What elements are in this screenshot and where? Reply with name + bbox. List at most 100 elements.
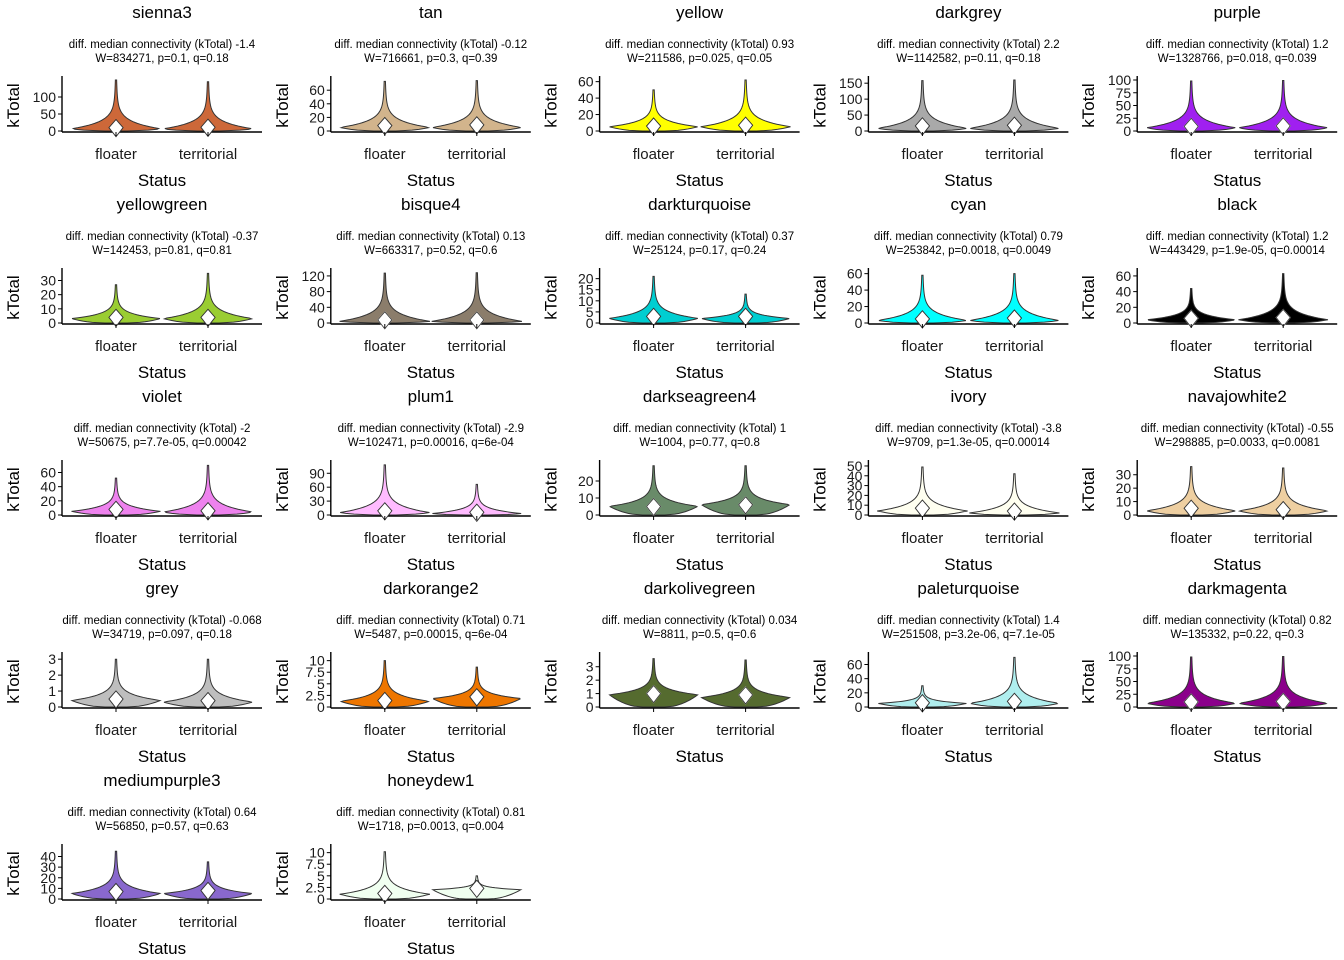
panel-title: darkgrey <box>935 3 1002 22</box>
violin-floater <box>878 80 967 132</box>
y-axis-label: kTotal <box>273 467 292 511</box>
y-tick-label: 5 <box>586 304 594 320</box>
x-axis-label: Status <box>138 363 186 382</box>
y-tick-label: 10 <box>578 293 594 309</box>
y-tick-label: 20 <box>40 287 56 303</box>
violin-territorial <box>970 79 1059 132</box>
violin-floater <box>71 477 161 516</box>
panel-subtitle: diff. median connectivity (kTotal) 0.79 <box>874 231 1063 243</box>
panel-title: yellowgreen <box>117 195 208 214</box>
y-tick-label: 50 <box>40 106 56 122</box>
x-tick-label-floater: floater <box>902 722 944 739</box>
x-axis-label: Status <box>407 171 455 190</box>
panel-title: honeydew1 <box>387 771 474 790</box>
x-tick-label-territorial: territorial <box>1254 530 1312 547</box>
panel-subtitle: W=1004, p=0.77, q=0.8 <box>639 437 760 449</box>
panel-subtitle: W=5487, p=0.00015, q=6e-04 <box>354 629 508 641</box>
y-tick-label: 25 <box>1116 110 1132 126</box>
panel-title: darkturquoise <box>648 195 751 214</box>
x-tick-label-territorial: territorial <box>448 146 506 163</box>
violin-floater <box>71 79 161 132</box>
x-axis-label: Status <box>1213 555 1261 574</box>
x-axis-label: Status <box>1213 747 1261 766</box>
violin-floater <box>340 464 430 516</box>
y-axis-label: kTotal <box>810 467 829 511</box>
x-tick-label-territorial: territorial <box>985 530 1043 547</box>
x-tick-label-floater: floater <box>633 146 675 163</box>
median-marker-outline <box>469 688 485 707</box>
y-axis-label: kTotal <box>810 659 829 703</box>
x-axis-label: Status <box>944 171 992 190</box>
x-axis-label: Status <box>138 747 186 766</box>
panel-subtitle: diff. median connectivity (kTotal) 0.13 <box>336 231 525 243</box>
y-tick-label: 0 <box>48 507 56 523</box>
y-tick-label: 40 <box>40 849 56 865</box>
panel-subtitle: W=9709, p=1.3e-05, q=0.00014 <box>887 437 1050 449</box>
x-tick-label-territorial: territorial <box>179 530 237 547</box>
x-tick-label-floater: floater <box>902 338 944 355</box>
violin-territorial <box>1237 467 1329 516</box>
panel-subtitle: W=50675, p=7.7e-05, q=0.00042 <box>77 437 246 449</box>
panel-title: yellow <box>676 3 724 22</box>
violin-floater <box>70 658 162 708</box>
y-tick-label: 60 <box>578 74 594 90</box>
x-tick-label-floater: floater <box>364 146 406 163</box>
x-tick-label-territorial: territorial <box>448 338 506 355</box>
y-tick-label: 10 <box>309 845 325 861</box>
x-tick-label-territorial: territorial <box>179 914 237 931</box>
x-axis-label: Status <box>1213 171 1261 190</box>
violin-floater <box>878 274 967 324</box>
panel-bisque4: bisque4 diff. median connectivity (kTotal… <box>273 195 531 382</box>
y-tick-label: 60 <box>1116 268 1132 284</box>
x-tick-label-territorial: territorial <box>716 530 774 547</box>
y-tick-label: 120 <box>301 268 325 284</box>
x-tick-label-floater: floater <box>1170 722 1212 739</box>
y-tick-label: 0 <box>317 123 325 139</box>
x-tick-label-territorial: territorial <box>716 722 774 739</box>
y-tick-label: 20 <box>309 109 325 125</box>
y-tick-label: 75 <box>1116 85 1132 101</box>
y-axis-label: kTotal <box>1079 83 1098 127</box>
panel-subtitle: W=1718, p=0.0013, q=0.004 <box>358 821 505 833</box>
y-tick-label: 20 <box>578 271 594 287</box>
y-tick-label: 2.5 <box>305 879 325 895</box>
x-axis-label: Status <box>675 363 723 382</box>
panel-subtitle: W=1142582, p=0.11, q=0.18 <box>896 53 1040 65</box>
y-tick-label: 5 <box>317 676 325 692</box>
x-axis-label: Status <box>138 555 186 574</box>
panel-title: tan <box>419 3 443 22</box>
x-tick-label-floater: floater <box>364 338 406 355</box>
y-axis-label: kTotal <box>4 851 23 895</box>
y-tick-label: 30 <box>1116 467 1132 483</box>
violin-floater <box>339 660 430 708</box>
panel-darkseagreen4: darkseagreen4 diff. median connectivity (… <box>542 387 800 574</box>
panel-subtitle: W=663317, p=0.52, q=0.6 <box>364 245 497 257</box>
median-marker-outline <box>1006 502 1022 521</box>
y-tick-label: 10 <box>309 653 325 669</box>
panel-title: violet <box>142 387 182 406</box>
panel-subtitle: diff. median connectivity (kTotal) 0.81 <box>336 807 525 819</box>
panel-subtitle: W=25124, p=0.17, q=0.24 <box>633 245 767 257</box>
y-tick-label: 0 <box>855 699 863 715</box>
panel-title: darkorange2 <box>383 579 478 598</box>
panel-subtitle: diff. median connectivity (kTotal) -1.4 <box>69 39 256 51</box>
y-tick-label: 150 <box>839 75 863 91</box>
panel-subtitle: W=298885, p=0.0033, q=0.0081 <box>1155 437 1320 449</box>
x-tick-label-floater: floater <box>95 722 137 739</box>
x-tick-label-floater: floater <box>633 338 675 355</box>
panel-plum1: plum1 diff. median connectivity (kTotal) … <box>273 387 531 574</box>
y-axis-label: kTotal <box>810 275 829 319</box>
y-tick-label: 60 <box>309 479 325 495</box>
panel-subtitle: diff. median connectivity (kTotal) -0.06… <box>62 615 261 627</box>
x-tick-label-floater: floater <box>364 722 406 739</box>
y-tick-label: 40 <box>847 468 863 484</box>
panel-subtitle: W=253842, p=0.0018, q=0.0049 <box>886 245 1051 257</box>
y-tick-label: 3 <box>586 659 594 675</box>
x-tick-label-floater: floater <box>633 530 675 547</box>
y-tick-label: 0 <box>317 507 325 523</box>
x-axis-label: Status <box>1213 363 1261 382</box>
panel-subtitle: diff. median connectivity (kTotal) -2.9 <box>338 423 524 435</box>
panel-subtitle: W=443429, p=1.9e-05, q=0.00014 <box>1149 245 1325 257</box>
violin-territorial <box>162 272 254 324</box>
